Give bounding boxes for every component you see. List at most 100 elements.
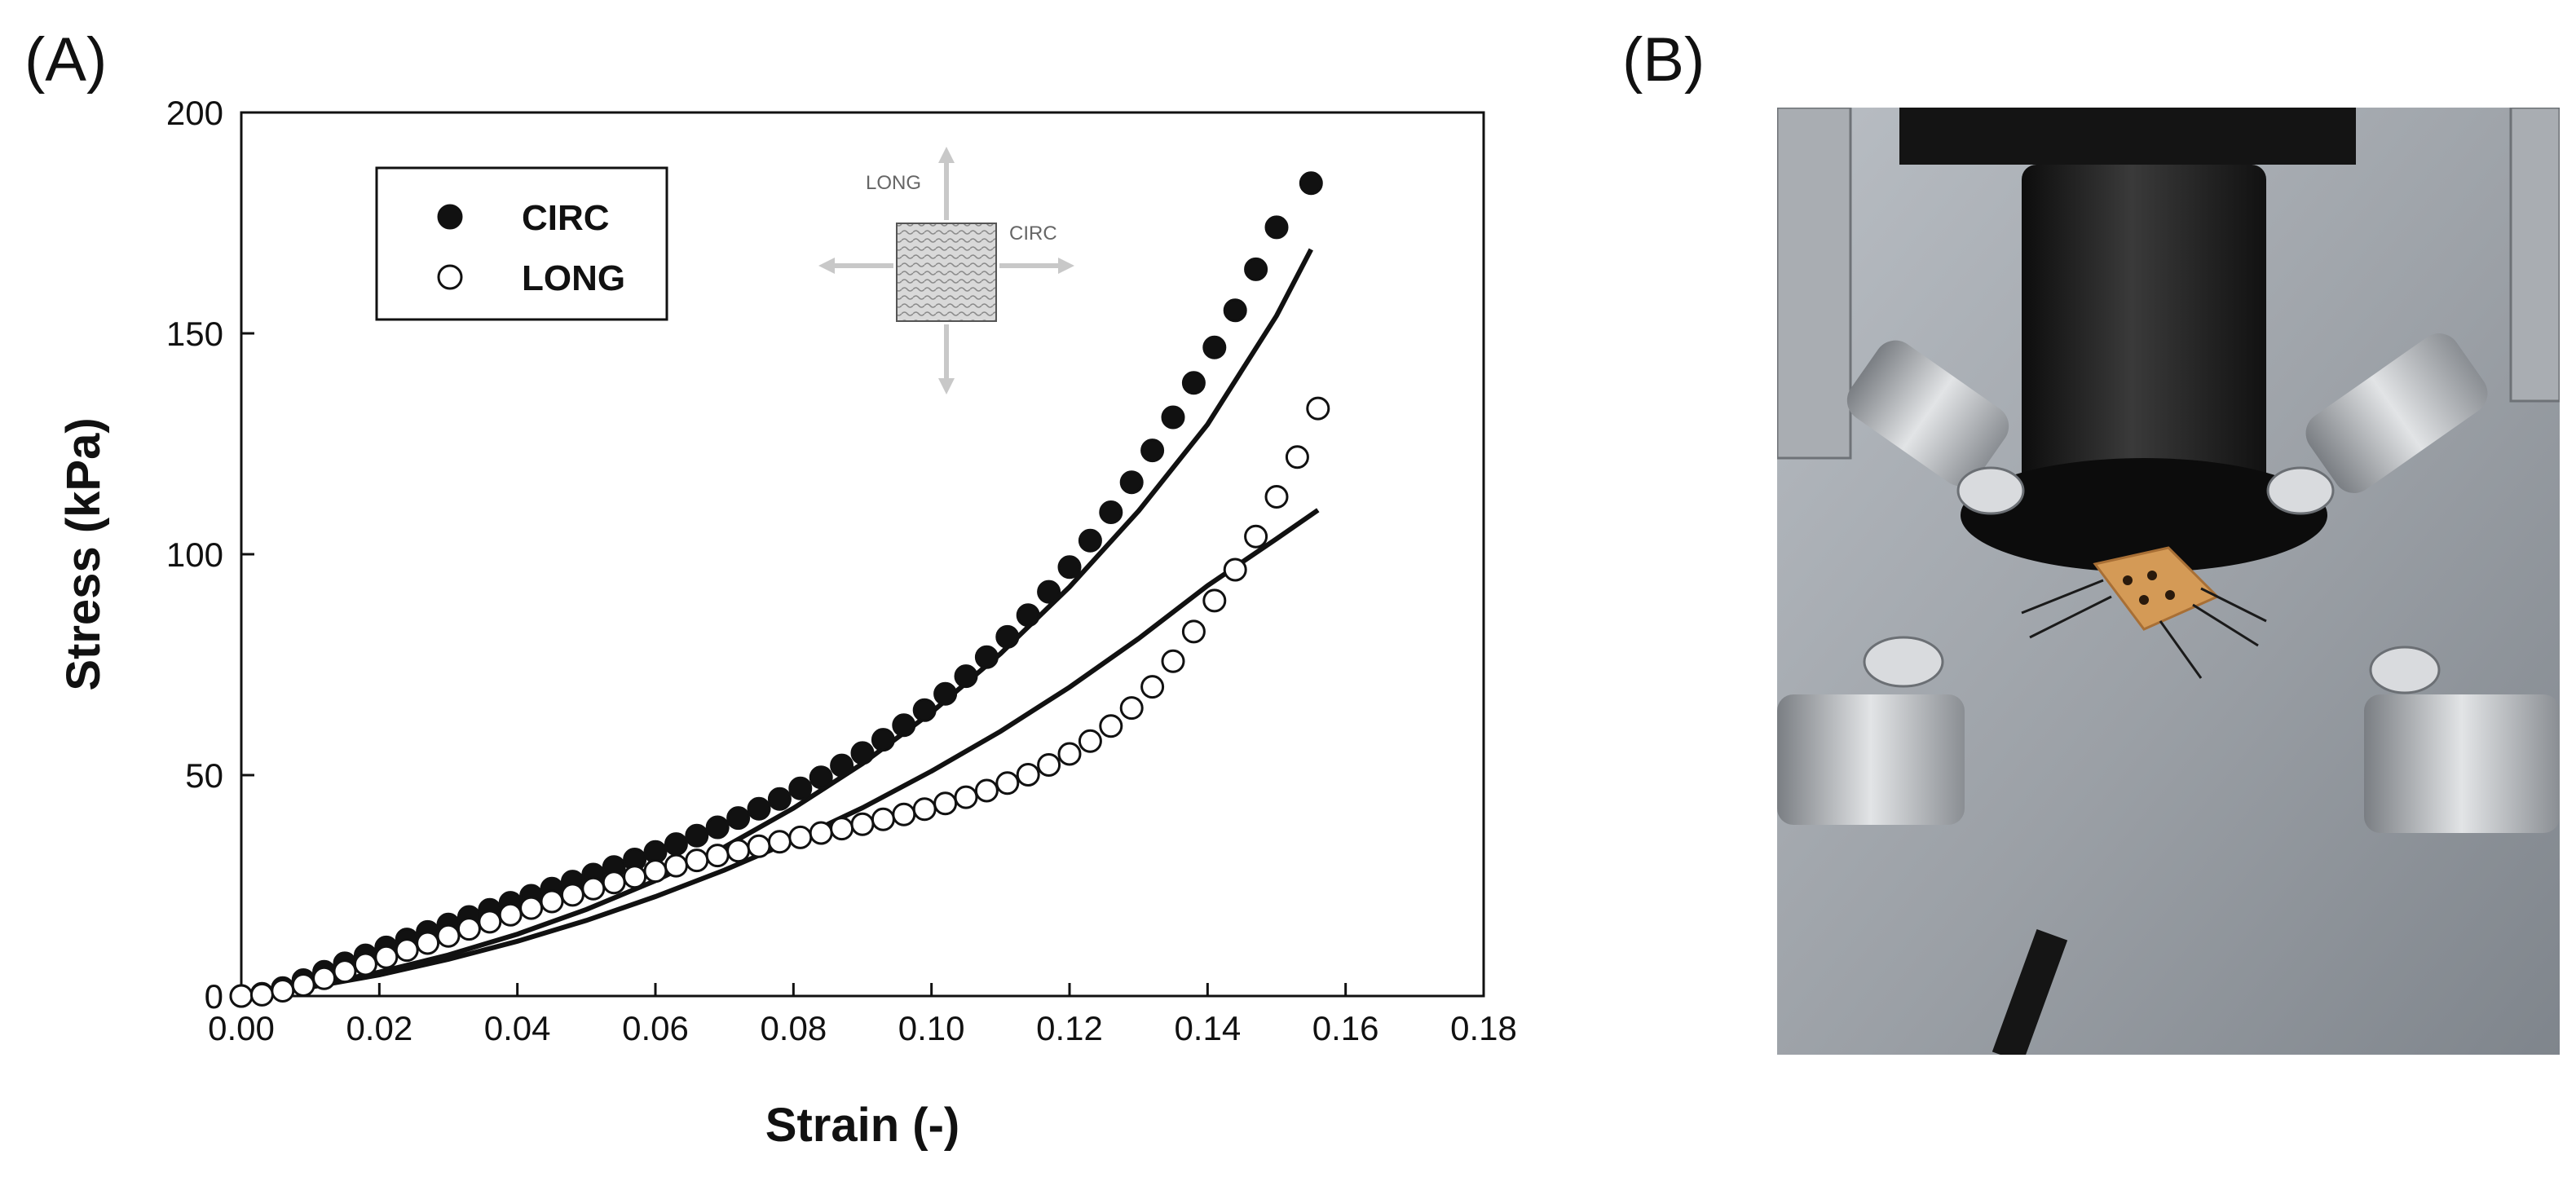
data-point-circ [933,681,958,706]
data-points [229,171,1330,1008]
data-point-long [333,959,357,984]
data-point-circ [995,624,1020,649]
data-point-long [1223,558,1247,582]
arrow-left-icon [818,258,893,274]
data-point-long [933,791,958,816]
clamp-lower-right [2364,646,2560,833]
data-point-circ [705,815,730,840]
stress-strain-chart: 0.00 0.02 0.04 0.06 0.08 0.10 0.12 0.14 0.16 0.18… [57,94,1517,1152]
data-point-circ [1181,371,1206,395]
data-point-long [395,938,419,963]
data-point-circ [954,664,978,689]
y-tick-label: 200 [166,94,223,132]
x-tick-label: 0.06 [622,1009,689,1047]
data-point-long [540,889,564,914]
y-axis-label: Stress (kPa) [57,417,110,690]
arrow-down-icon [938,324,955,394]
data-point-circ [788,776,813,800]
data-point-long [850,812,875,836]
data-point-circ [1264,215,1289,240]
x-tick-label: 0.08 [760,1009,827,1047]
data-point-long [954,785,978,809]
x-tick-label: 0.02 [346,1009,412,1047]
data-point-long [685,848,709,873]
data-point-circ [664,832,688,857]
legend-marker-long [437,264,463,290]
data-point-circ [850,741,875,765]
data-point-circ [767,787,792,811]
x-tick-label: 0.18 [1450,1009,1517,1047]
legend-label-circ: CIRC [522,198,610,238]
data-point-circ [1223,298,1247,323]
data-point-long [1016,763,1040,787]
tissue-sample-square [896,223,997,322]
data-point-long [830,817,854,841]
data-point-long [353,952,377,976]
data-point-long [457,917,481,941]
data-point-long [519,896,544,920]
x-tick-label: 0.14 [1174,1009,1241,1047]
inset-circ-label: CIRC [1009,223,1057,245]
y-tick-label: 0 [205,977,223,1016]
data-point-circ [726,806,751,831]
data-point-circ [1119,470,1144,495]
data-point-circ [1202,335,1227,359]
arrow-right-icon [999,258,1074,274]
fit-line-circ [240,248,1313,998]
black-marker [1992,928,2068,1055]
data-point-circ [892,713,916,738]
data-point-long [726,839,751,863]
data-point-circ [747,796,771,821]
fit-lines [240,248,1320,998]
data-point-circ [1299,171,1323,196]
panel-label-a: (A) [24,25,108,95]
data-point-long [229,984,254,1008]
data-point-long [809,821,833,845]
data-point-long [1181,619,1206,644]
data-point-circ [1140,439,1165,463]
data-point-long [643,859,668,884]
data-point-long [271,979,295,1003]
data-point-long [249,982,274,1007]
data-point-long [416,931,440,955]
data-point-long [1037,753,1061,777]
data-point-long [1161,649,1185,673]
data-point-long [1099,714,1123,738]
data-point-long [602,870,626,895]
data-point-long [374,945,399,969]
x-tick-label: 0.10 [898,1009,965,1047]
data-point-long [436,923,461,948]
data-point-long [747,834,771,858]
data-point-long [560,883,584,907]
inset-long-label: LONG [866,172,921,194]
data-point-long [581,876,606,901]
x-tick-label: 0.16 [1312,1009,1379,1047]
data-point-long [705,844,730,868]
x-tick-label: 0.04 [484,1009,551,1047]
y-tick-label: 50 [185,756,223,795]
data-point-long [1264,485,1289,509]
legend: CIRC LONG [375,166,668,321]
data-point-long [1202,588,1227,613]
data-point-long [1078,729,1102,753]
data-point-circ [685,823,709,848]
data-point-long [1140,675,1165,699]
axis-ticks: 0.00 0.02 0.04 0.06 0.08 0.10 0.12 0.14 0.16 0.18… [166,94,1517,1047]
data-point-circ [809,765,833,790]
legend-label-long: LONG [522,258,625,298]
data-point-long [312,966,337,990]
data-point-long [623,865,647,889]
data-point-long [974,778,999,803]
data-point-circ [1016,603,1040,628]
clamp-upper-right [2266,333,2488,515]
data-point-long [1306,396,1330,421]
frame-post-right [2509,108,2560,403]
data-point-circ [830,753,854,778]
data-point-long [1119,696,1144,721]
x-tick-label: 0.12 [1036,1009,1103,1047]
legend-marker-circ [437,204,463,230]
suture-lines [2021,579,2267,679]
data-point-long [995,771,1020,796]
data-point-circ [871,728,895,752]
clamp-lower-left [1777,636,1965,825]
